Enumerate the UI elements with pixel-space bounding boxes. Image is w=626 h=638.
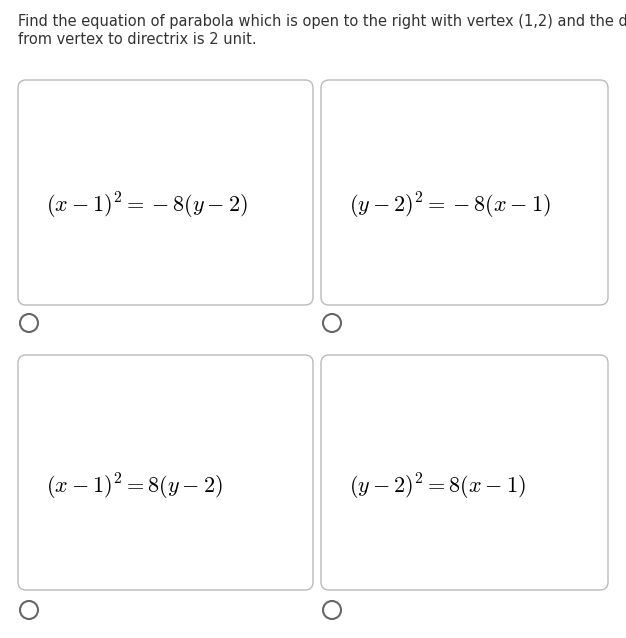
Circle shape (20, 314, 38, 332)
Text: $(y - 2)^2 = -8(x - 1)$: $(y - 2)^2 = -8(x - 1)$ (349, 191, 551, 221)
Text: Find the equation of parabola which is open to the right with vertex (1,2) and t: Find the equation of parabola which is o… (18, 14, 626, 29)
Circle shape (323, 601, 341, 619)
Text: $(y - 2)^2 = 8(x - 1)$: $(y - 2)^2 = 8(x - 1)$ (349, 471, 526, 501)
FancyBboxPatch shape (321, 355, 608, 590)
FancyBboxPatch shape (18, 80, 313, 305)
FancyBboxPatch shape (321, 80, 608, 305)
Text: $(x - 1)^2 = -8(y - 2)$: $(x - 1)^2 = -8(y - 2)$ (46, 191, 248, 221)
Text: $(x - 1)^2 = 8(y - 2)$: $(x - 1)^2 = 8(y - 2)$ (46, 471, 223, 501)
Circle shape (20, 601, 38, 619)
Text: from vertex to directrix is 2 unit.: from vertex to directrix is 2 unit. (18, 32, 257, 47)
Circle shape (323, 314, 341, 332)
FancyBboxPatch shape (18, 355, 313, 590)
